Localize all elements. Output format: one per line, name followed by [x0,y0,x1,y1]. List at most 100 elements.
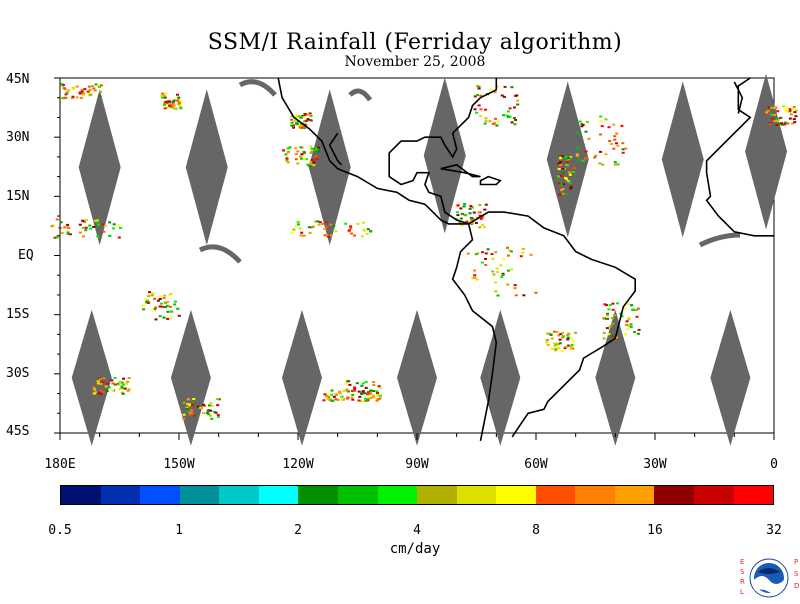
rain-cell [207,413,211,416]
rain-cell [559,161,563,164]
rain-cell [202,412,206,415]
rain-cell [375,399,379,402]
rain-cell [83,88,87,91]
rain-cell [188,413,192,416]
color-swatch [614,486,655,504]
rain-cell [514,294,518,297]
rain-cell [361,390,365,393]
rain-cell [299,155,302,158]
rain-cell [325,226,329,228]
rain-cell [473,95,477,98]
rain-cell [507,254,510,257]
rain-cell [570,343,574,346]
rain-cell [169,292,173,295]
rain-cell [569,345,573,348]
logo-letter: L [740,588,744,596]
rain-cell [120,381,124,384]
rain-cell [60,232,64,235]
color-swatch [337,486,378,504]
rain-cell [458,221,462,224]
rain-cell [94,391,98,394]
rain-cell [586,120,589,123]
rain-cell [362,221,365,224]
rain-cell [550,347,554,350]
rain-cell [344,222,348,225]
rain-cell [190,401,194,404]
rain-cell [346,396,350,399]
rain-cell [607,308,611,311]
rain-cell [605,304,608,307]
logo-letter: S [794,570,799,578]
rain-cell [793,111,797,114]
rain-cell [516,103,520,106]
rain-cell [332,225,336,227]
rain-cell [514,119,518,121]
color-scale-bar [60,485,774,505]
rain-cell [312,164,316,167]
rain-cell [96,382,100,385]
rain-cell [561,167,565,170]
rain-cell [309,119,313,122]
rain-cell [576,146,580,149]
rain-cell [633,331,636,333]
rain-cell [367,392,371,395]
rain-cell [92,386,96,389]
rain-cell [206,412,209,415]
rain-cell [216,404,220,407]
rain-cell [783,123,787,126]
rain-cell [789,113,793,116]
rain-cell [147,301,151,304]
rain-cell [173,303,177,306]
rain-cell [68,233,72,236]
noaa-emblem-icon [749,558,789,598]
rain-cell [599,150,602,153]
rain-cell [292,124,295,127]
rain-cell [488,120,492,123]
rain-cell [93,388,97,391]
rain-cell [290,118,294,121]
rain-cell [347,380,351,383]
rain-cell [332,395,336,398]
rain-cell [299,146,303,149]
rain-cell [484,263,488,266]
rain-cell [166,106,170,109]
rain-cell [795,109,798,112]
rain-cell [79,97,83,99]
rain-cell [334,393,338,396]
swath-gap [397,309,437,446]
rain-cell [610,317,614,320]
rain-cell [491,123,495,126]
rain-cell [509,250,513,253]
rain-cell [144,298,147,301]
rain-cell [577,159,581,161]
rain-cell [217,398,221,401]
rain-cell [500,275,504,278]
rain-cell [349,225,353,228]
rain-cell [105,390,109,392]
rain-cell [469,205,473,207]
rain-cell [569,337,573,340]
rain-cell [480,261,484,264]
rain-cell [499,264,503,267]
map-date: November 25, 2008 [344,54,486,70]
swath-gap [745,73,788,230]
rain-cell [156,299,160,302]
rain-cell [492,273,496,276]
rain-cell [182,417,186,420]
rain-cell [355,382,359,385]
rain-cell [326,393,330,396]
rain-cell [558,193,562,196]
rain-cell [300,157,303,160]
color-swatch [496,486,536,504]
lon-label-30w: 30W [643,457,667,472]
rain-cell [484,120,488,123]
rain-cell [344,382,348,385]
rain-cell [308,113,312,116]
rain-cell [786,122,790,125]
rain-cell [773,120,777,123]
rain-cell [118,381,122,384]
rain-cell [347,229,351,232]
rain-cell [84,226,88,229]
rain-cell [616,144,620,147]
rain-cell [564,158,568,161]
